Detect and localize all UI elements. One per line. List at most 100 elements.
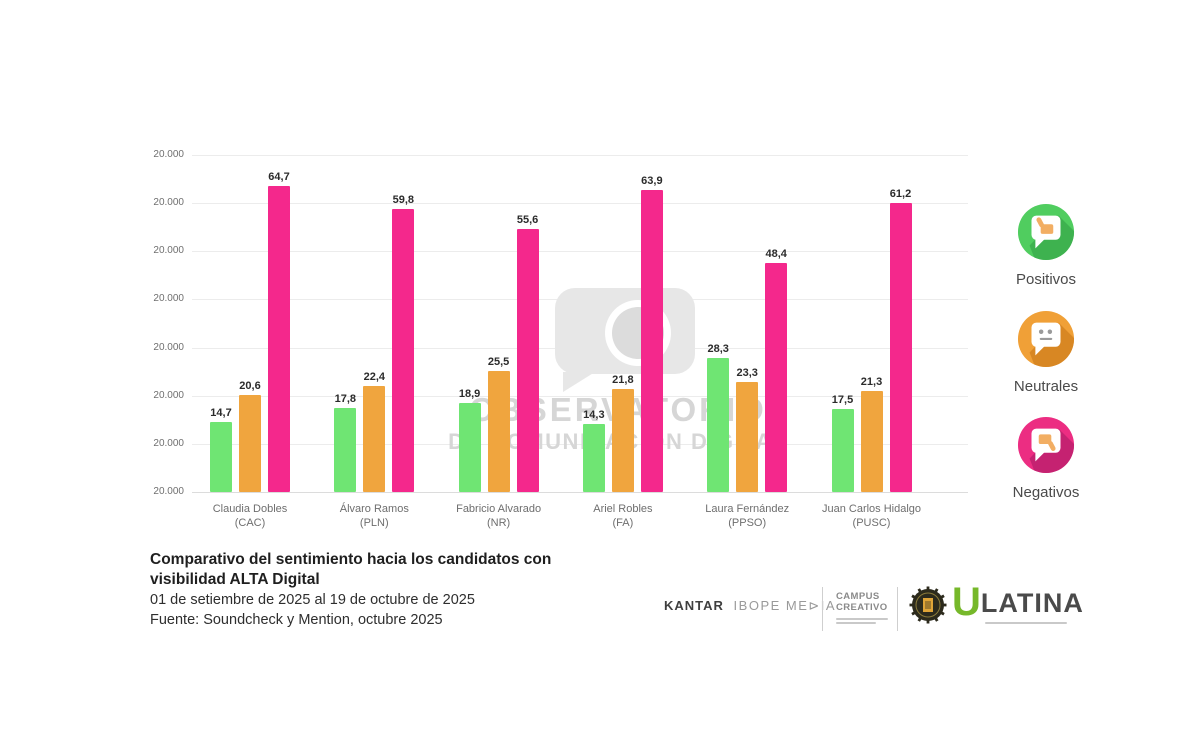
bar-group: 14,7 20,6 64,7 (210, 150, 290, 492)
legend-label: Positivos (1015, 271, 1077, 288)
bar-value-label: 21,8 (612, 373, 634, 386)
category-label: Álvaro Ramos (PLN) (309, 502, 439, 530)
bar-positivos (210, 422, 232, 492)
bar-column: 17,5 (831, 394, 854, 492)
bar-value-label: 61,2 (889, 187, 912, 200)
bar-negativos (640, 189, 663, 492)
bar-neutrales (363, 386, 386, 492)
neutral-face-bubble-icon (1017, 310, 1075, 368)
gridline (192, 203, 968, 205)
category-party: (PUSC) (852, 517, 891, 529)
bar-value-label: 59,8 (392, 194, 414, 207)
bar-neutrales (860, 391, 883, 492)
bar-value-label: 23,3 (736, 366, 758, 379)
gridline (192, 443, 968, 445)
bar-value-label: 25,5 (487, 356, 510, 369)
bar-negativos (765, 263, 788, 492)
gridline (192, 155, 968, 156)
ulatina-badge-icon (909, 586, 947, 624)
bar-positivos (582, 424, 605, 492)
bar-column: 22,4 (363, 371, 386, 492)
gridline (192, 395, 968, 397)
y-tick-label: 20.000 (153, 485, 184, 497)
bar-group: 28,3 23,3 48,4 (707, 150, 788, 492)
y-tick-label: 20.000 (153, 389, 184, 401)
bar-value-label: 48,4 (765, 248, 787, 261)
bar-column: 23,3 (736, 366, 759, 492)
ulatina-logo-text: LATINA (980, 588, 1084, 618)
bar-value-label: 18,9 (458, 387, 481, 400)
bar-value-label: 21,3 (860, 376, 883, 389)
category-name: Claudia Dobles (212, 503, 288, 515)
caption-source: Fuente: Soundcheck y Mention, octubre 20… (150, 612, 443, 628)
legend-item-negativos: Negativos (998, 416, 1094, 501)
category-name: Fabricio Alvarado (456, 503, 542, 515)
bar-value-label: 20,6 (239, 379, 261, 392)
category-party: (PLN) (359, 517, 389, 529)
ulatina-logo-u: U (952, 580, 981, 624)
legend-label: Neutrales (1013, 378, 1079, 395)
bar-column: 18,9 (458, 387, 481, 492)
bar-group: 17,8 22,4 59,8 (334, 150, 415, 492)
category-name: Laura Fernández (705, 503, 790, 515)
bar-column: 17,8 (334, 392, 357, 492)
category-party: (NR) (486, 517, 511, 529)
bar-value-label: 14,3 (583, 409, 605, 422)
gridline (192, 491, 968, 493)
bar-neutrales (736, 381, 759, 492)
legend-item-positivos: Positivos (998, 203, 1094, 288)
bar-group: 14,3 21,8 63,9 (582, 150, 663, 492)
bar-value-label: 17,8 (334, 392, 356, 405)
legend-label: Negativos (1012, 484, 1080, 501)
ulatina-fine-print (985, 620, 1067, 624)
bar-column: 21,8 (611, 373, 634, 492)
chart-caption: Comparativo del sentimiento hacia los ca… (150, 550, 620, 630)
caption-period: 01 de setiembre de 2025 al 19 de octubre… (150, 592, 475, 608)
bar-neutrales (239, 394, 261, 492)
y-tick-label: 20.000 (153, 149, 184, 160)
y-tick-label: 20.000 (153, 245, 184, 257)
bar-column: 59,8 (392, 194, 415, 492)
bar-column: 14,7 (210, 407, 232, 492)
category-name: Ariel Robles (593, 503, 653, 515)
campus-fine-print (836, 622, 876, 624)
gridline (192, 251, 968, 253)
bar-negativos (516, 229, 539, 492)
bar-value-label: 55,6 (516, 214, 539, 227)
bar-positivos (334, 407, 357, 492)
category-label: Ariel Robles (FA) (558, 502, 688, 530)
bar-value-label: 17,5 (831, 394, 854, 407)
bar-column: 28,3 (707, 343, 730, 492)
bar-positivos (831, 409, 854, 492)
campus-fine-print (836, 618, 888, 620)
bar-column: 61,2 (889, 187, 912, 492)
bar-group: 17,5 21,3 61,2 (831, 150, 912, 492)
category-party: (FA) (612, 517, 634, 529)
category-label: Juan Carlos Hidalgo (PUSC) (807, 502, 937, 530)
bar-column: 21,3 (860, 376, 883, 492)
category-party: (PPSO) (728, 517, 767, 529)
category-party: (CAC) (234, 517, 266, 529)
campus-logo-line2: CREATIVO (836, 602, 888, 613)
y-tick-label: 20.000 (153, 197, 184, 209)
bar-column: 20,6 (239, 380, 261, 492)
bar-value-label: 14,7 (210, 407, 232, 420)
bar-neutrales (611, 388, 634, 492)
y-tick-label: 20.000 (153, 437, 184, 449)
bar-neutrales (487, 371, 510, 492)
bar-value-label: 64,7 (268, 170, 290, 183)
thumb-down-bubble-icon (1017, 416, 1075, 474)
category-label: Laura Fernández (PPSO) (682, 502, 812, 530)
caption-title-line2: visibilidad ALTA Digital (150, 571, 320, 588)
bar-column: 63,9 (640, 175, 663, 492)
category-label: Fabricio Alvarado (NR) (434, 502, 564, 530)
ulatina-logo: ULATINA (952, 582, 1084, 622)
bar-negativos (268, 185, 290, 492)
bar-positivos (707, 358, 730, 492)
bar-value-label: 22,4 (363, 371, 385, 384)
bar-group: 18,9 25,5 55,6 (458, 150, 539, 492)
bar-column: 64,7 (268, 171, 290, 492)
bar-value-label: 28,3 (707, 343, 729, 356)
bar-column: 25,5 (487, 356, 510, 492)
